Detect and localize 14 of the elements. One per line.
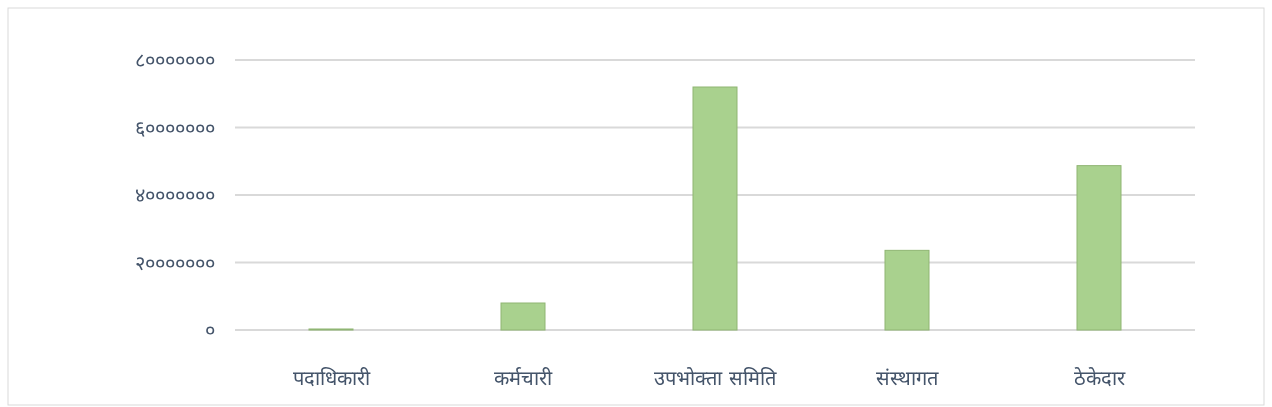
x-tick-label: कर्मचारी <box>494 366 553 390</box>
bar <box>1076 165 1122 331</box>
x-tick-label: संस्थागत <box>876 366 939 390</box>
bar <box>500 302 546 331</box>
y-tick-label: ८००००००० <box>135 48 215 72</box>
x-tick-label: पदाधिकारी <box>292 366 371 390</box>
bar <box>884 249 930 331</box>
y-tick-label: ४००००००० <box>135 183 215 207</box>
y-tick-label: ६००००००० <box>135 115 215 140</box>
y-tick-label: २००००००० <box>135 250 215 275</box>
x-tick-label: उपभोक्ता समिति <box>654 366 777 390</box>
x-tick-label: ठेकेदार <box>1073 366 1126 390</box>
bar <box>692 86 738 331</box>
y-tick-label: ० <box>205 318 215 342</box>
